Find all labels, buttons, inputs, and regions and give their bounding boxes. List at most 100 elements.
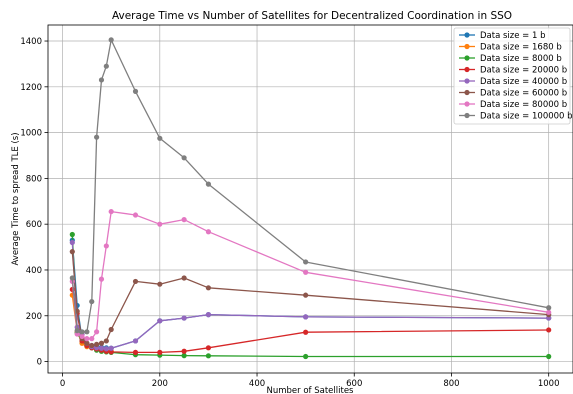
data-point [98, 77, 105, 83]
legend-marker [464, 32, 470, 38]
data-point [205, 312, 212, 318]
legend-label: Data size = 60000 b [480, 89, 567, 99]
data-point [84, 336, 90, 342]
data-point [103, 338, 109, 344]
data-point [157, 281, 163, 287]
legend-marker [464, 89, 470, 96]
y-tick-label: 800 [26, 174, 42, 184]
data-point [108, 349, 114, 355]
series-7 [69, 37, 552, 335]
grid [48, 25, 573, 373]
data-point [89, 336, 95, 342]
data-point [132, 338, 139, 344]
legend-label: Data size = 40000 b [480, 77, 567, 87]
data-point [103, 243, 109, 249]
data-point [69, 275, 75, 281]
y-tick-label: 1400 [20, 37, 42, 47]
data-point [546, 305, 552, 311]
data-point [181, 275, 187, 281]
data-point [108, 326, 114, 333]
data-point [157, 221, 163, 227]
data-point [132, 278, 139, 285]
y-tick-label: 0 [37, 358, 42, 368]
x-tick-label: 800 [443, 379, 459, 389]
legend-label: Data size = 100000 b [480, 112, 573, 122]
data-point [108, 345, 114, 351]
data-point [79, 329, 85, 335]
legend-label: Data size = 1 b [480, 31, 546, 41]
legend-marker [464, 101, 470, 107]
data-point [74, 328, 80, 334]
data-point [303, 259, 309, 265]
data-point [181, 353, 187, 359]
data-point [303, 353, 309, 360]
legend-label: Data size = 20000 b [480, 66, 567, 76]
axis-ticks: 0 200 400 600 800 1000 0 200 400 600 800 1000 1200 14… [20, 37, 559, 389]
x-tick-label: 0 [60, 379, 65, 389]
data-point [181, 217, 187, 223]
legend-label: Data size = 80000 b [480, 100, 567, 110]
data-point [303, 292, 309, 298]
x-tick-label: 1000 [538, 379, 560, 389]
data-point [98, 345, 105, 351]
legend-marker [464, 55, 470, 61]
y-axis-label: Average Time to spread TLE (s) [11, 132, 21, 265]
data-point [132, 349, 139, 355]
data-point [303, 329, 309, 335]
data-point [98, 276, 105, 282]
data-point [157, 135, 163, 141]
data-point [546, 327, 552, 333]
data-point [303, 269, 309, 275]
data-point [79, 333, 85, 339]
data-point [181, 155, 187, 161]
x-tick-label: 200 [152, 379, 168, 389]
data-point [103, 63, 109, 69]
y-tick-label: 200 [26, 312, 42, 322]
data-point [89, 342, 95, 349]
plot-border [47, 24, 573, 374]
legend-box [453, 27, 571, 125]
data-point [94, 134, 100, 140]
series-lines [69, 37, 552, 360]
data-point [546, 353, 552, 360]
data-point [205, 345, 212, 351]
data-point [69, 231, 75, 238]
chart-title: Average Time vs Number of Satellites for… [112, 10, 512, 22]
legend-marker [464, 43, 470, 50]
data-point [181, 315, 187, 321]
y-tick-label: 400 [26, 266, 42, 276]
data-point [303, 314, 309, 320]
x-axis-label: Number of Satellites [267, 386, 355, 394]
legend-label: Data size = 1680 b [480, 43, 562, 53]
legend-label: Data size = 8000 b [480, 54, 562, 64]
legend-marker [464, 66, 470, 73]
data-point [205, 181, 212, 187]
data-point [94, 341, 100, 347]
data-point [69, 249, 75, 255]
legend-marker [464, 78, 470, 84]
data-point [157, 349, 163, 355]
data-point [546, 309, 552, 315]
data-point [205, 285, 212, 291]
data-point [157, 318, 163, 324]
legend-marker [464, 112, 470, 119]
x-tick-label: 400 [249, 379, 265, 389]
data-point [132, 212, 139, 218]
data-point [98, 340, 105, 346]
series-6 [69, 208, 552, 342]
data-point [94, 329, 100, 335]
data-point [132, 88, 139, 94]
data-point [205, 229, 212, 235]
y-tick-label: 1200 [20, 83, 42, 93]
data-point [89, 298, 95, 305]
data-point [84, 340, 90, 346]
y-tick-label: 600 [26, 220, 42, 230]
data-point [108, 37, 114, 43]
y-tick-label: 1000 [20, 129, 42, 139]
data-point [84, 329, 90, 335]
data-point [205, 353, 212, 359]
data-point [108, 208, 114, 215]
data-point [103, 346, 109, 352]
